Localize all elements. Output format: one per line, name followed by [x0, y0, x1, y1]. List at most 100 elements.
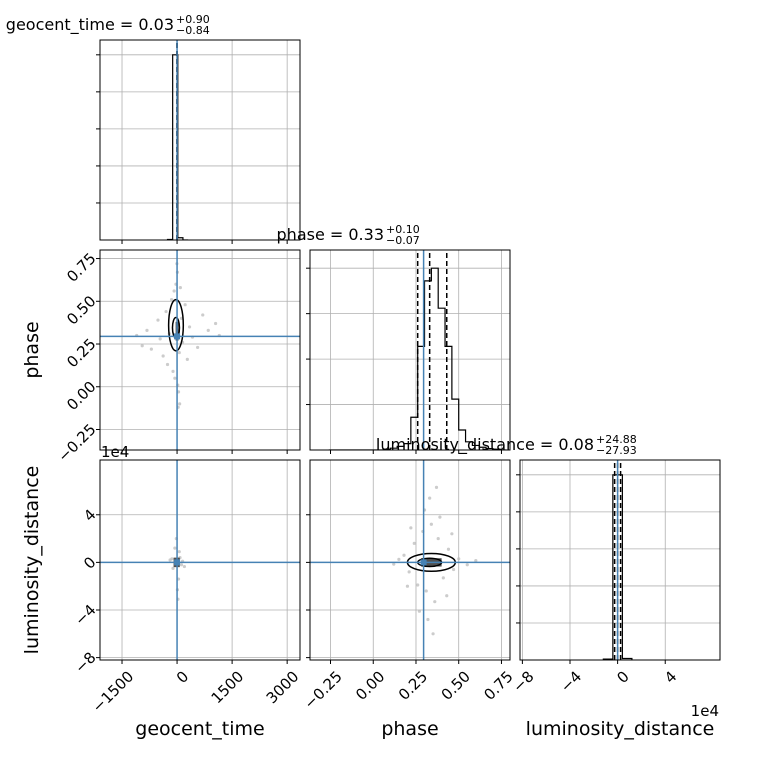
scatter-geocent-time-vs-luminosity-distance-xtick-label-2: 1500: [208, 668, 248, 708]
scatter-phase-vs-luminosity-distance-point-15: [397, 557, 401, 562]
scatter-phase-vs-luminosity-distance: −0.25 0.00 0.25 0.50 0.75: [301, 459, 517, 713]
scatter-geocent-time-vs-phase-point-6: [164, 309, 168, 314]
scatter-geocent-time-vs-luminosity-distance-point-9: [177, 550, 181, 554]
scatter-phase-vs-luminosity-distance-point-17: [428, 496, 432, 500]
scatter-phase-vs-luminosity-distance-point-13: [465, 563, 469, 567]
scatter-phase-vs-luminosity-distance-frame: [309, 459, 511, 661]
scatter-geocent-time-vs-phase: −0.25 0.00 0.25 0.50 0.75: [54, 249, 301, 466]
scatter-phase-vs-luminosity-distance-point-3: [416, 583, 420, 587]
scatter-geocent-time-vs-luminosity-distance-point-3: [179, 563, 184, 567]
scatter-geocent-time-vs-phase-point-5: [161, 354, 165, 358]
title-geocent-time-main: geocent_time = 0.03: [6, 15, 174, 35]
hist-geocent-time-frame: [99, 39, 301, 241]
scatter-geocent-time-vs-luminosity-distance-point-5: [173, 546, 177, 550]
scatter-geocent-time-vs-phase-frame: [99, 249, 301, 451]
hist-luminosity-distance-plot-area: [520, 460, 720, 660]
scatter-phase-vs-luminosity-distance-point-9: [441, 576, 445, 580]
scatter-geocent-time-vs-luminosity-distance: −1500 0 1500 3000 −8 −4 0 4: [71, 459, 302, 717]
scatter-phase-vs-luminosity-distance-point-27: [426, 617, 430, 622]
scatter-phase-vs-luminosity-distance-point-20: [438, 515, 442, 519]
title-phase: phase = 0.33 +0.10−0.07: [277, 223, 420, 247]
scatter-phase-vs-luminosity-distance-point-25: [405, 584, 410, 588]
x-axis-label-geocent-time: geocent_time: [135, 718, 264, 740]
scatter-geocent-time-vs-phase-ytick-label-2: 0.25: [63, 335, 99, 371]
scatter-phase-vs-luminosity-distance-point-26: [434, 485, 439, 489]
scatter-geocent-time-vs-phase-point-24: [206, 328, 210, 332]
scatter-geocent-time-vs-phase-point-0: [140, 344, 144, 348]
scatter-geocent-time-vs-phase-point-22: [196, 345, 200, 350]
scatter-geocent-time-vs-phase-point-31: [178, 402, 182, 406]
scatter-phase-vs-luminosity-distance-xtick-label-2: 0.25: [395, 668, 431, 704]
scatter-phase-vs-luminosity-distance-xtick-label-0: −0.25: [301, 668, 346, 713]
scatter-geocent-time-vs-luminosity-distance-ytick-label-2: 0: [80, 553, 99, 572]
scatter-phase-vs-luminosity-distance-point-21: [417, 609, 422, 613]
hist-phase-frame: [309, 249, 511, 451]
scatter-phase-vs-luminosity-distance-point-22: [445, 594, 449, 598]
scatter-geocent-time-vs-phase-ytick-label-4: 0.75: [63, 249, 99, 285]
scatter-geocent-time-vs-luminosity-distance-point-10: [182, 564, 187, 569]
title-geocent-time: geocent_time = 0.03 +0.90−0.84: [6, 13, 210, 37]
scatter-geocent-time-vs-phase-point-1: [145, 328, 149, 332]
scatter-geocent-time-vs-phase-ytick-label-1: 0.00: [63, 378, 99, 414]
title-luminosity-distance-name: luminosity_distance =: [376, 435, 558, 455]
scatter-geocent-time-vs-phase-point-2: [149, 347, 153, 351]
title-phase-lower: −0.07: [386, 234, 420, 247]
scatter-geocent-time-vs-luminosity-distance-plot-area: [100, 460, 300, 660]
scatter-geocent-time-vs-phase-ytick-label-3: 0.50: [63, 292, 99, 328]
scatter-phase-vs-luminosity-distance-point-10: [446, 547, 451, 551]
scatter-geocent-time-vs-phase-point-25: [213, 321, 218, 326]
hist-luminosity-distance-frame: [519, 459, 721, 661]
scatter-geocent-time-vs-phase-point-7: [165, 362, 170, 367]
scatter-phase-vs-luminosity-distance-truth-marker: [420, 559, 427, 566]
scatter-geocent-time-vs-luminosity-distance-point-1: [171, 566, 175, 570]
scatter-geocent-time-vs-phase-point-20: [187, 325, 192, 329]
scatter-phase-vs-luminosity-distance-xtick-label-4: 0.75: [480, 668, 516, 704]
scatter-geocent-time-vs-luminosity-distance-frame: [99, 459, 301, 661]
title-phase-median: 0.33: [348, 225, 384, 244]
offset-label-luminosity-distance-y: 1e4: [101, 443, 129, 461]
scatter-geocent-time-vs-luminosity-distance-truth-marker: [174, 559, 181, 566]
scatter-phase-vs-luminosity-distance-xtick-label-1: 0.00: [352, 668, 388, 704]
scatter-phase-vs-luminosity-distance-point-0: [402, 553, 406, 557]
scatter-phase-vs-luminosity-distance-point-5: [424, 589, 428, 593]
title-phase-main: phase = 0.33: [277, 225, 384, 244]
hist-luminosity-distance-xtick-label-1: −4: [557, 668, 585, 696]
scatter-geocent-time-vs-luminosity-distance-xtick-label-0: −1500: [89, 668, 138, 717]
scatter-geocent-time-vs-phase-point-11: [173, 376, 177, 380]
scatter-phase-vs-luminosity-distance-point-24: [450, 532, 454, 536]
title-geocent-time-upper: +0.90: [176, 13, 210, 26]
scatter-geocent-time-vs-phase-point-32: [172, 289, 176, 293]
hist-luminosity-distance-xtick-label-3: 4: [661, 668, 680, 687]
scatter-geocent-time-vs-phase-point-18: [183, 303, 187, 307]
hist-geocent-time-plot-area: [100, 40, 300, 240]
title-luminosity-distance: luminosity_distance = 0.08 +24.88−27.93: [376, 433, 637, 457]
scatter-geocent-time-vs-phase-point-15: [177, 350, 181, 355]
scatter-geocent-time-vs-phase-truth-marker: [174, 333, 181, 340]
scatter-geocent-time-vs-luminosity-distance-xtick-label-1: 0: [173, 668, 192, 687]
title-geocent-time-name: geocent_time =: [6, 15, 139, 35]
title-luminosity-distance-main: luminosity_distance = 0.08: [376, 435, 594, 455]
hist-luminosity-distance: −8 −4 0 4: [509, 459, 721, 696]
scatter-phase-vs-luminosity-distance-point-7: [433, 600, 437, 604]
scatter-phase-vs-luminosity-distance-point-12: [457, 557, 461, 561]
title-phase-name: phase =: [277, 225, 349, 244]
title-geocent-time-median: 0.03: [138, 15, 174, 34]
scatter-geocent-time-vs-phase-point-23: [201, 313, 205, 317]
scatter-geocent-time-vs-phase-point-19: [185, 357, 189, 362]
scatter-geocent-time-vs-phase-point-10: [171, 369, 175, 373]
hist-phase-steps: [328, 267, 507, 450]
title-phase-upper: +0.10: [386, 223, 420, 236]
scatter-phase-vs-luminosity-distance-point-11: [451, 567, 456, 572]
scatter-phase-vs-luminosity-distance-point-8: [436, 536, 440, 541]
scatter-geocent-time-vs-phase-point-33: [178, 286, 182, 290]
scatter-geocent-time-vs-luminosity-distance-ytick-label-1: −4: [71, 601, 99, 629]
scatter-geocent-time-vs-phase-point-4: [158, 337, 162, 341]
hist-phase-plot-area: [310, 250, 510, 450]
scatter-phase-vs-luminosity-distance-point-2: [412, 541, 416, 545]
scatter-phase-vs-luminosity-distance-point-14: [474, 558, 478, 563]
scatter-phase-vs-luminosity-distance-point-18: [431, 632, 435, 636]
scatter-geocent-time-vs-luminosity-distance-ytick-label-3: 4: [80, 506, 99, 525]
scatter-geocent-time-vs-phase-plot-area: [100, 250, 300, 450]
title-luminosity-distance-upper: +24.88: [596, 433, 637, 446]
